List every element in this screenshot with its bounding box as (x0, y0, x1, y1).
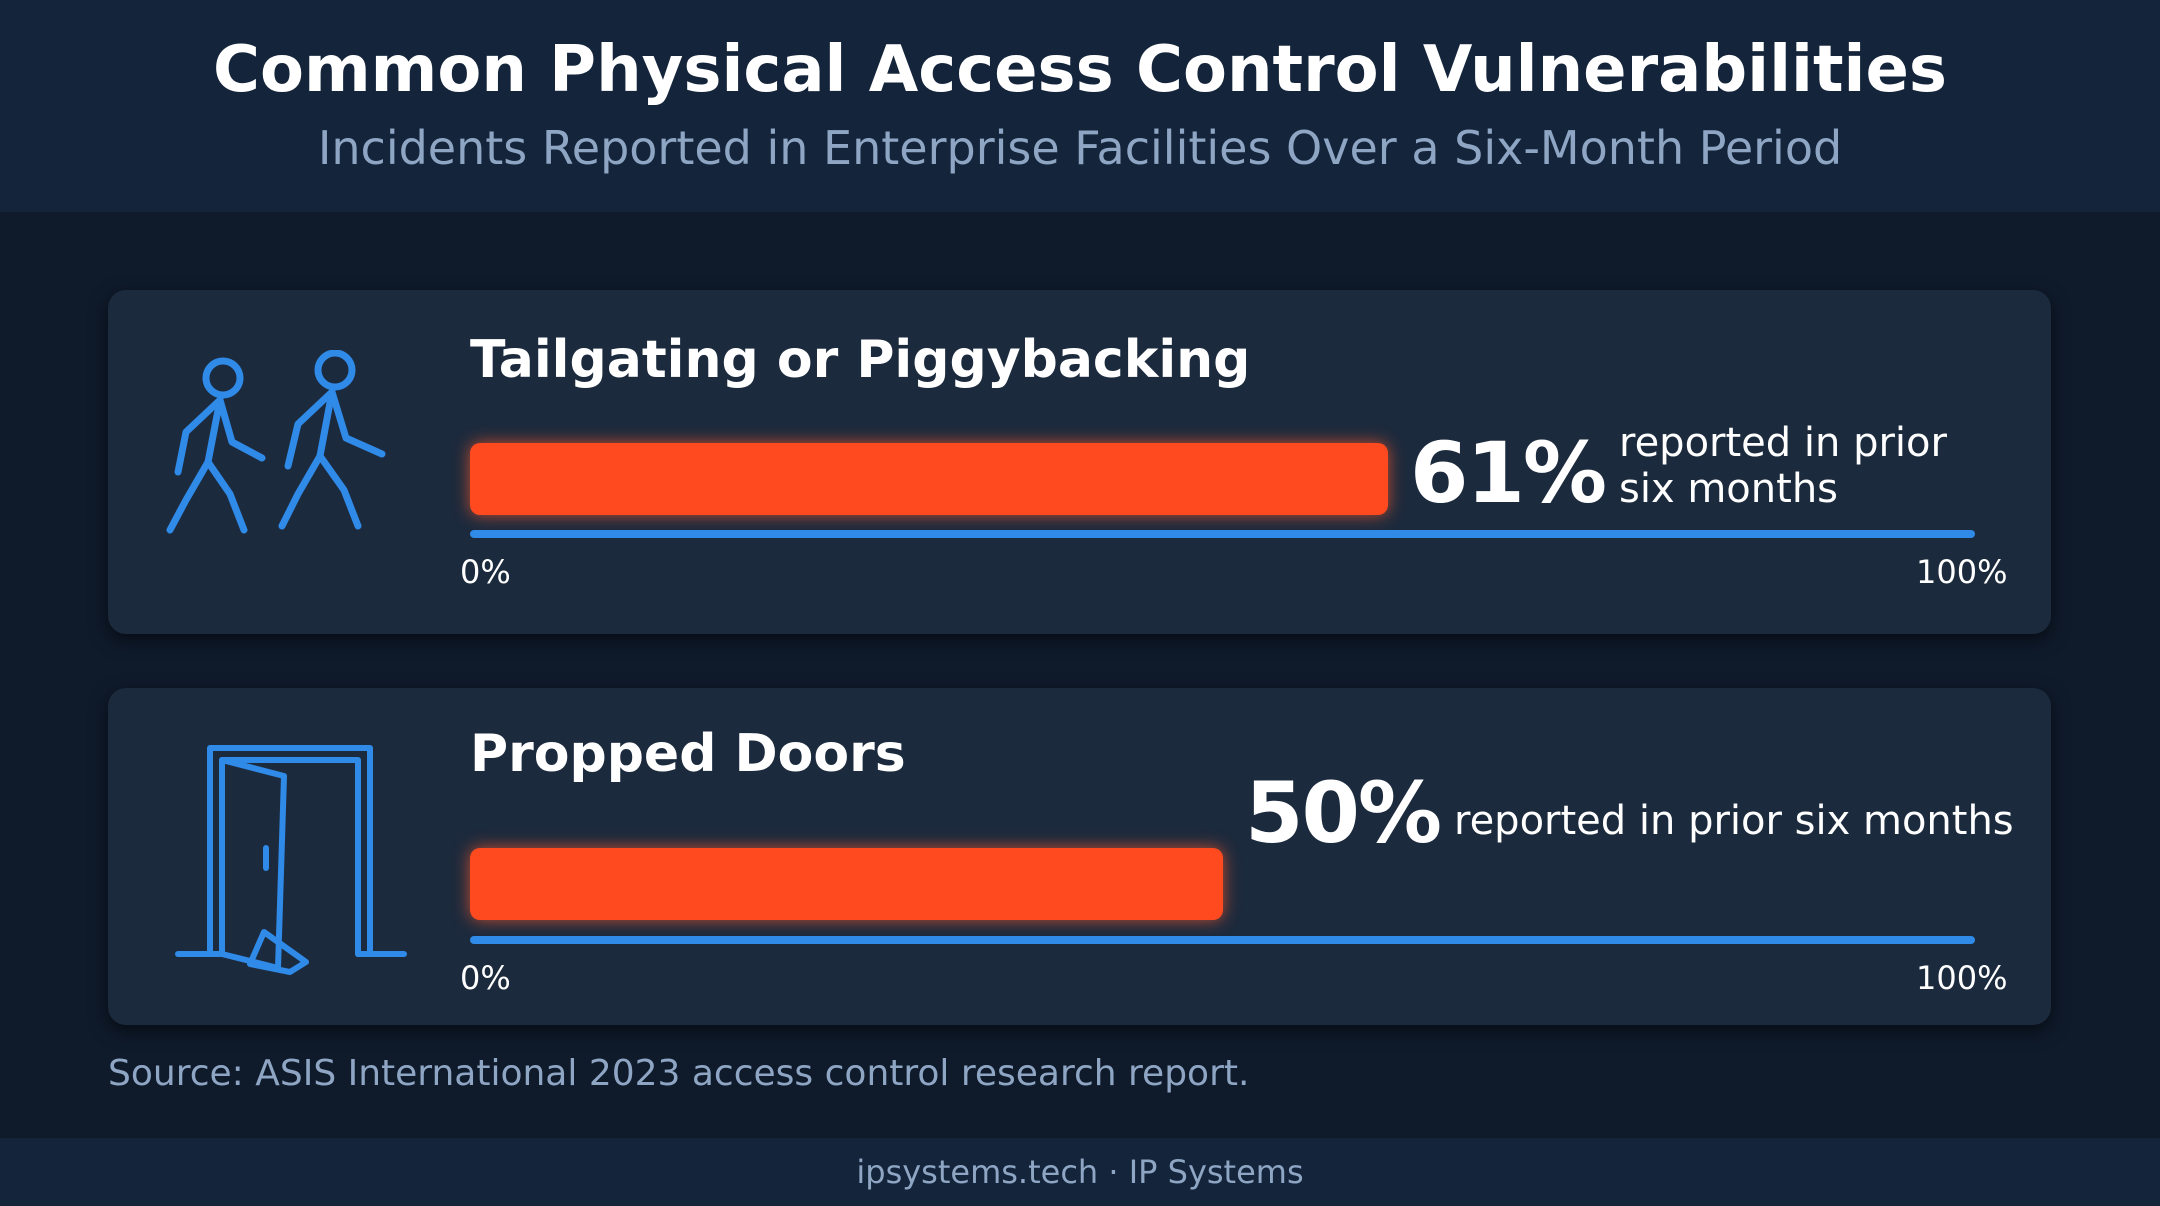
propped-door-icon (166, 736, 416, 990)
bar-propped-doors (470, 848, 1223, 920)
card-title: Propped Doors (470, 724, 906, 784)
value-label: 50% (1245, 764, 1442, 862)
value-note: reported in prior six months (1454, 798, 2014, 844)
card-title: Tailgating or Piggybacking (470, 330, 1251, 390)
header: Common Physical Access Control Vulnerabi… (0, 0, 2160, 212)
axis-tick-min: 0% (460, 959, 511, 997)
source-note: Source: ASIS International 2023 access c… (108, 1053, 1250, 1094)
value-note: reported in prior (1619, 420, 1947, 466)
footer: ipsystems.tech · IP Systems (0, 1138, 2160, 1206)
value-note: six months (1619, 466, 1839, 512)
chart-title: Common Physical Access Control Vulnerabi… (213, 33, 1947, 107)
stat-card-tailgating: Tailgating or Piggybacking 0% 100% 61% r… (108, 290, 2051, 634)
axis-tick-max: 100% (1916, 959, 2008, 997)
stat-card-propped-doors: Propped Doors 0% 100% 50% reported in pr… (108, 688, 2051, 1025)
chart-subtitle: Incidents Reported in Enterprise Facilit… (317, 121, 1843, 175)
axis-tick-max: 100% (1916, 553, 2008, 591)
bar-tailgating (470, 443, 1388, 515)
value-label: 61% (1410, 424, 1607, 522)
axis-tick-min: 0% (460, 553, 511, 591)
people-walking-icon (158, 349, 408, 574)
bar-axis-line (470, 936, 1975, 944)
footer-attribution: ipsystems.tech · IP Systems (856, 1153, 1304, 1191)
bar-axis-line (470, 530, 1975, 538)
